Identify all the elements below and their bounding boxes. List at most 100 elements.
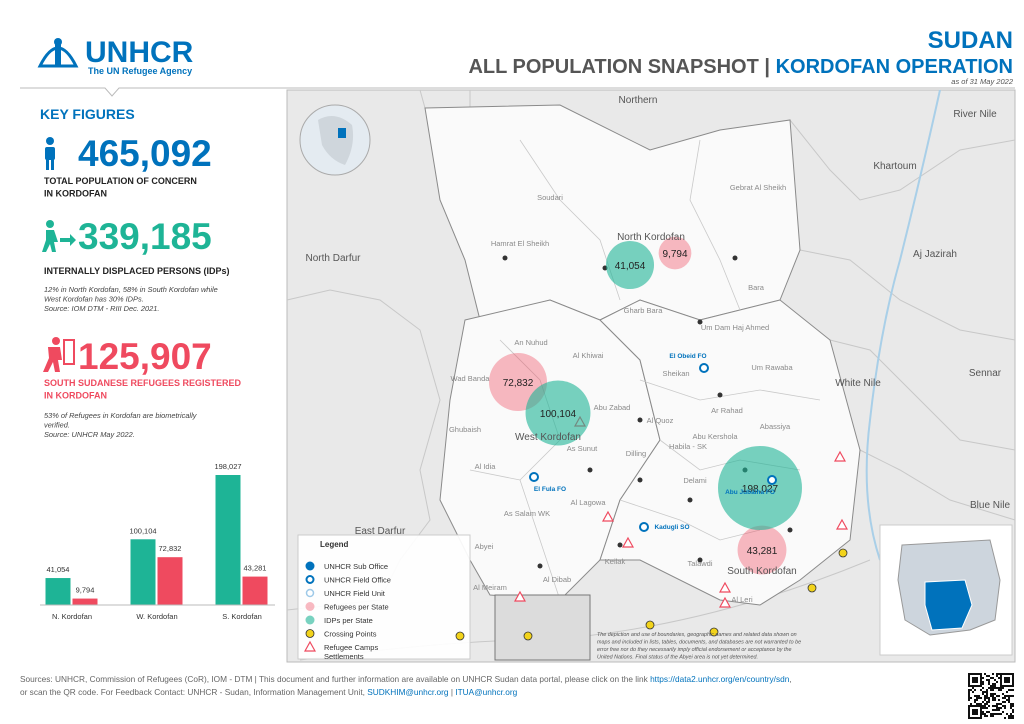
qr-module xyxy=(984,691,986,693)
locality-label: As Sunut xyxy=(567,444,598,453)
qr-module xyxy=(1008,689,1010,691)
crossing-point xyxy=(838,548,848,558)
qr-module xyxy=(1008,695,1010,697)
figure-label: IN KORDOFAN xyxy=(44,189,107,199)
qr-module xyxy=(980,681,982,683)
locality-label: Abassiya xyxy=(760,422,791,431)
qr-module xyxy=(1012,679,1014,681)
email-link[interactable]: ITUA@unhcr.org xyxy=(455,687,517,697)
qr-module xyxy=(976,677,978,679)
population-bubble xyxy=(737,525,787,575)
qr-module xyxy=(974,673,976,675)
qr-module xyxy=(1008,717,1010,719)
qr-module xyxy=(1008,699,1010,701)
disclaimer: The depiction and use of boundaries, geo… xyxy=(597,632,797,638)
locality-label: Soudari xyxy=(537,193,563,202)
qr-module xyxy=(974,709,976,711)
qr-module xyxy=(1012,717,1014,719)
qr-module xyxy=(972,709,974,711)
qr-module xyxy=(982,693,984,695)
portal-link[interactable]: https://data2.unhcr.org/en/country/sdn xyxy=(650,674,790,684)
operation: KORDOFAN OPERATION xyxy=(776,56,1013,78)
email-link[interactable]: SUDKHIM@unhcr.org xyxy=(367,687,449,697)
legend-label: UNHCR Field Unit xyxy=(324,589,386,598)
office-marker xyxy=(767,475,777,485)
locality-label: Gharb Bara xyxy=(624,306,664,315)
qr-module xyxy=(998,703,1000,705)
qr-module xyxy=(994,683,996,685)
qr-module xyxy=(988,699,990,701)
region-label: Blue Nile xyxy=(970,500,1010,511)
qr-module xyxy=(992,693,994,695)
locality-label: Delami xyxy=(683,476,707,485)
qr-module xyxy=(980,673,982,675)
qr-module xyxy=(1000,707,1002,709)
locality-label: Abu Kershola xyxy=(692,432,738,441)
qr-module xyxy=(990,689,992,691)
qr-module xyxy=(986,675,988,677)
locality-label: Al Idia xyxy=(475,462,497,471)
qr-module xyxy=(972,677,974,679)
qr-module xyxy=(1008,673,1010,675)
legend-icon xyxy=(305,561,315,571)
region-label: River Nile xyxy=(953,109,997,120)
qr-module xyxy=(994,713,996,715)
locality-label: As Salam WK xyxy=(504,509,550,518)
qr-module xyxy=(968,679,970,681)
refugee-camp xyxy=(833,450,847,462)
qr-module xyxy=(1010,695,1012,697)
qr-module xyxy=(968,707,970,709)
region-label: Aj Jazirah xyxy=(913,249,957,260)
legend-icon xyxy=(305,602,315,611)
qr-module xyxy=(990,677,992,679)
qr-module xyxy=(974,713,976,715)
qr-module xyxy=(976,685,978,687)
bar xyxy=(157,557,183,605)
region-label: White Nile xyxy=(835,378,881,389)
qr-module xyxy=(1010,717,1012,719)
qr-module xyxy=(1004,717,1006,719)
qr-module xyxy=(1010,689,1012,691)
figure-note: West Kordofan has 30% IDPs. xyxy=(44,295,144,304)
qr-module xyxy=(998,709,1000,711)
qr-module xyxy=(974,699,976,701)
qr-module xyxy=(1000,689,1002,691)
qr-module xyxy=(988,675,990,677)
qr-module xyxy=(988,683,990,685)
qr-module xyxy=(974,705,976,707)
qr-module xyxy=(1012,705,1014,707)
map: Legend UNHCR Sub Office UNHCR Field Office… xyxy=(286,89,1016,663)
qr-module xyxy=(1006,679,1008,681)
qr-module xyxy=(990,685,992,687)
town xyxy=(537,563,543,569)
qr-module xyxy=(992,699,994,701)
qr-module xyxy=(988,681,990,683)
legend-icon xyxy=(305,629,315,638)
qr-module xyxy=(992,683,994,685)
qr-module xyxy=(984,695,986,697)
qr-module xyxy=(996,681,998,683)
town xyxy=(717,392,723,398)
town xyxy=(637,477,643,483)
qr-module xyxy=(1006,673,1008,675)
qr-code xyxy=(968,673,1014,719)
kordofan-states xyxy=(424,104,861,606)
qr-module xyxy=(976,697,978,699)
qr-module xyxy=(972,705,974,707)
qr-module xyxy=(996,673,998,675)
bubble-label: 41,054 xyxy=(615,261,646,272)
town xyxy=(732,255,738,261)
legend-label: Refugees per State xyxy=(324,603,389,612)
town xyxy=(687,497,693,503)
qr-module xyxy=(1000,703,1002,705)
crossing-point xyxy=(645,620,655,630)
qr-module xyxy=(1006,691,1008,693)
main-title: ALL POPULATION SNAPSHOT | KORDOFAN OPERA… xyxy=(468,56,1013,78)
refugee-icon xyxy=(43,337,75,372)
legend-label: UNHCR Field Office xyxy=(324,576,391,585)
region-label: Sennar xyxy=(969,368,1002,379)
qr-module xyxy=(982,701,984,703)
qr-module xyxy=(970,673,972,675)
qr-module xyxy=(1002,705,1004,707)
